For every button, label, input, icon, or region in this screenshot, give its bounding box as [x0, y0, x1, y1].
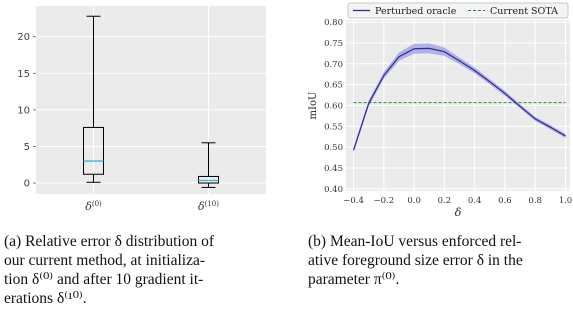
caption-a-line: erations δ⁽¹⁰⁾.: [4, 290, 87, 307]
x-axis-label: δ: [455, 206, 462, 219]
x-tick-label: 0.2: [438, 196, 452, 206]
box: [198, 175, 219, 184]
x-tick-label: 0.8: [528, 196, 542, 206]
series-line-perturbed-oracle: [352, 47, 566, 151]
y-axis-label: mIoU: [308, 92, 319, 120]
x-tick-label-sup: (10): [205, 200, 220, 208]
y-tick-label: 0.80: [324, 18, 343, 28]
y-tick-label: 0.45: [324, 164, 343, 174]
y-tick-label: 20: [17, 32, 30, 43]
x-tick-label: δ(0): [85, 200, 102, 213]
x-tick-label-base: δ: [85, 200, 92, 213]
caption-a-line: (a) Relative error δ distribution of: [4, 233, 215, 250]
y-tick-label: 0.65: [324, 81, 343, 91]
y-tick-label: 15: [17, 69, 30, 80]
y-tick-label: 5: [24, 142, 30, 153]
x-tick-label: −0.4: [343, 196, 364, 206]
caption-b-line: ative foreground size error δ in the: [308, 252, 523, 269]
caption-b: (b) Mean-IoU versus enforced rel- ative …: [308, 232, 573, 289]
x-tick-label-base: δ: [198, 200, 205, 213]
y-tick-label: 0.75: [324, 39, 343, 49]
legend-label-current-sota: Current SOTA: [490, 6, 558, 17]
x-tick-label: 1.0: [559, 196, 573, 206]
box: [83, 126, 104, 175]
x-tick-label: 0.6: [498, 196, 512, 206]
legend-label-perturbed-oracle: Perturbed oracle: [375, 6, 457, 17]
line-chart: 0.40 0.45 0.50 0.55 0.60 0.65 0.70 0.75 0.80 −0.4…: [308, 2, 573, 219]
x-tick-label: 0.4: [468, 196, 482, 206]
y-tick-label: 0.70: [324, 60, 343, 70]
y-tick-label: 0: [24, 179, 30, 190]
caption-b-line: (b) Mean-IoU versus enforced rel-: [308, 233, 522, 250]
y-tick-label: 10: [17, 105, 30, 116]
y-tick-label: 0.50: [324, 143, 343, 153]
caption-b-line: parameter π⁽⁰⁾.: [308, 271, 400, 288]
caption-a-line: tion δ⁽⁰⁾ and after 10 gradient it-: [4, 271, 204, 288]
x-tick-label: −0.2: [374, 196, 395, 206]
caption-a: (a) Relative error δ distribution of our…: [4, 232, 289, 308]
y-tick-label: 0.55: [324, 122, 343, 132]
y-tick-label: 0.60: [324, 102, 343, 112]
x-tick-label-sup: (0): [92, 200, 102, 208]
legend-box: [347, 2, 569, 19]
x-tick-label: δ(10): [198, 200, 219, 213]
caption-a-line: our current method, at initializa-: [4, 252, 205, 269]
y-tick-label: 0.40: [324, 185, 343, 195]
plot-area: [36, 6, 266, 194]
x-tick-label: 0.0: [407, 196, 421, 206]
